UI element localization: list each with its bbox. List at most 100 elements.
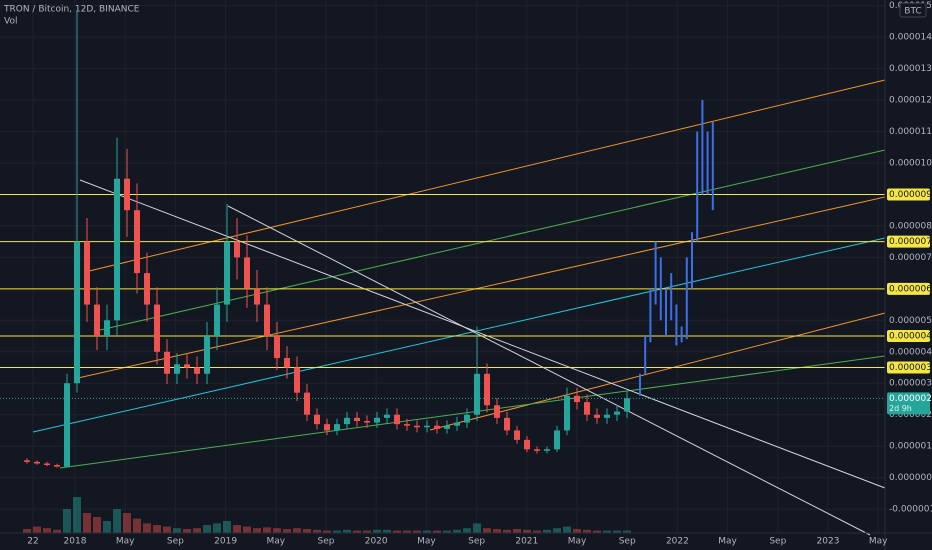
time-axis: 22 2018 May Sep 2019 May Sep 2020 May Sep 2021 May S…: [27, 537, 888, 547]
volume-bar: [573, 529, 581, 533]
candle-body: [224, 241, 230, 305]
grid: [0, 0, 885, 533]
volume-bar: [343, 529, 351, 533]
volume-bar: [103, 521, 111, 533]
volume-bar: [243, 526, 251, 533]
candle-body: [474, 373, 480, 415]
volume-bar: [153, 525, 161, 533]
candle-body: [534, 449, 540, 451]
y-tick-label: 0.00000000: [889, 473, 932, 483]
volume-bar: [223, 521, 231, 533]
candle-body: [464, 414, 470, 423]
volume-bar: [563, 526, 571, 533]
x-tick-label: Sep: [167, 537, 184, 547]
x-tick-label: May: [266, 537, 285, 547]
candle-body: [64, 383, 70, 467]
candle-body: [184, 364, 190, 368]
channel-line: [32, 237, 886, 433]
volume-bar: [133, 518, 141, 533]
volume-bar: [83, 513, 91, 533]
y-tick-label: 0.00000700: [889, 253, 932, 263]
candle-body: [364, 420, 370, 423]
levels: [0, 193, 885, 399]
channel-line: [77, 196, 886, 379]
y-tick-label: 0.00000800: [889, 221, 932, 231]
candle-body: [394, 414, 400, 425]
candle-body: [564, 395, 570, 431]
volume-bar: [373, 529, 381, 533]
x-tick-label: 2021: [515, 537, 538, 547]
volume-bar: [123, 513, 131, 533]
candle-body: [54, 465, 60, 467]
candle-body: [344, 417, 350, 425]
candle-body: [284, 358, 290, 368]
candle-body: [454, 422, 460, 426]
volume-bar: [393, 530, 401, 533]
unit-label[interactable]: BTC: [904, 7, 921, 17]
level-label: 0.00000350: [889, 363, 932, 373]
candle-body: [514, 430, 520, 440]
candle-body: [274, 336, 280, 359]
volume-bar: [183, 529, 191, 533]
volume-bar: [473, 523, 481, 533]
volume-bar: [253, 528, 261, 533]
volume-bar: [623, 530, 631, 533]
volume-bar: [303, 529, 311, 533]
candle-body: [94, 304, 100, 337]
candle-body: [194, 367, 200, 374]
x-tick-label: May: [568, 537, 587, 547]
volume-bar: [363, 530, 371, 533]
volume-bar: [453, 529, 461, 533]
volume-bar: [53, 529, 61, 533]
volume-bar: [213, 523, 221, 533]
candle-body: [174, 364, 180, 374]
volume-pane: [23, 497, 631, 533]
candle-body: [314, 414, 320, 425]
candle-body: [134, 210, 140, 274]
level-box: [887, 235, 930, 248]
chart-title: TRON / Bitcoin, 12D, BINANCE: [3, 5, 140, 15]
last-price-box: [887, 392, 930, 415]
volume-bar: [323, 530, 331, 533]
candle-body: [524, 439, 530, 450]
y-tick-label: 0.00000100: [889, 442, 932, 452]
unit-box[interactable]: [899, 2, 927, 18]
candle-body: [544, 449, 550, 451]
volume-bar: [313, 529, 321, 533]
channel-line: [84, 79, 886, 273]
volume-bar: [523, 529, 531, 533]
candle-body: [484, 373, 490, 406]
volume-bar: [273, 528, 281, 533]
volume-bar: [93, 517, 101, 533]
candle-body: [234, 241, 240, 258]
candle-body: [424, 425, 430, 428]
volume-bar: [553, 528, 561, 533]
volume-bar: [63, 509, 71, 533]
candle-body: [114, 178, 120, 321]
level-box: [887, 361, 930, 374]
volume-bar: [113, 509, 121, 533]
y-tick-label: 0.00000300: [889, 379, 932, 389]
candle-body: [624, 398, 630, 412]
volume-bar: [533, 530, 541, 533]
projection: [639, 100, 714, 396]
volume-bar: [173, 528, 181, 533]
candles: [24, 11, 630, 468]
x-tick-label: May: [417, 537, 436, 547]
level-box: [887, 330, 930, 343]
candle-body: [24, 460, 30, 462]
candle-body: [244, 257, 250, 289]
candle-body: [144, 273, 150, 305]
candle-body: [294, 367, 300, 393]
candle-body: [444, 425, 450, 429]
x-tick-label: 2018: [64, 537, 87, 547]
candle-body: [214, 304, 220, 337]
y-tick-label: 0.00000500: [889, 316, 932, 326]
x-tick-label: 2019: [214, 537, 237, 547]
candle-body: [574, 395, 580, 403]
candle-body: [604, 414, 610, 418]
trend-lines: [32, 79, 886, 536]
candle-body: [154, 304, 160, 352]
y-tick-label: 0.00001000: [889, 158, 932, 168]
trend-line: [79, 179, 886, 489]
